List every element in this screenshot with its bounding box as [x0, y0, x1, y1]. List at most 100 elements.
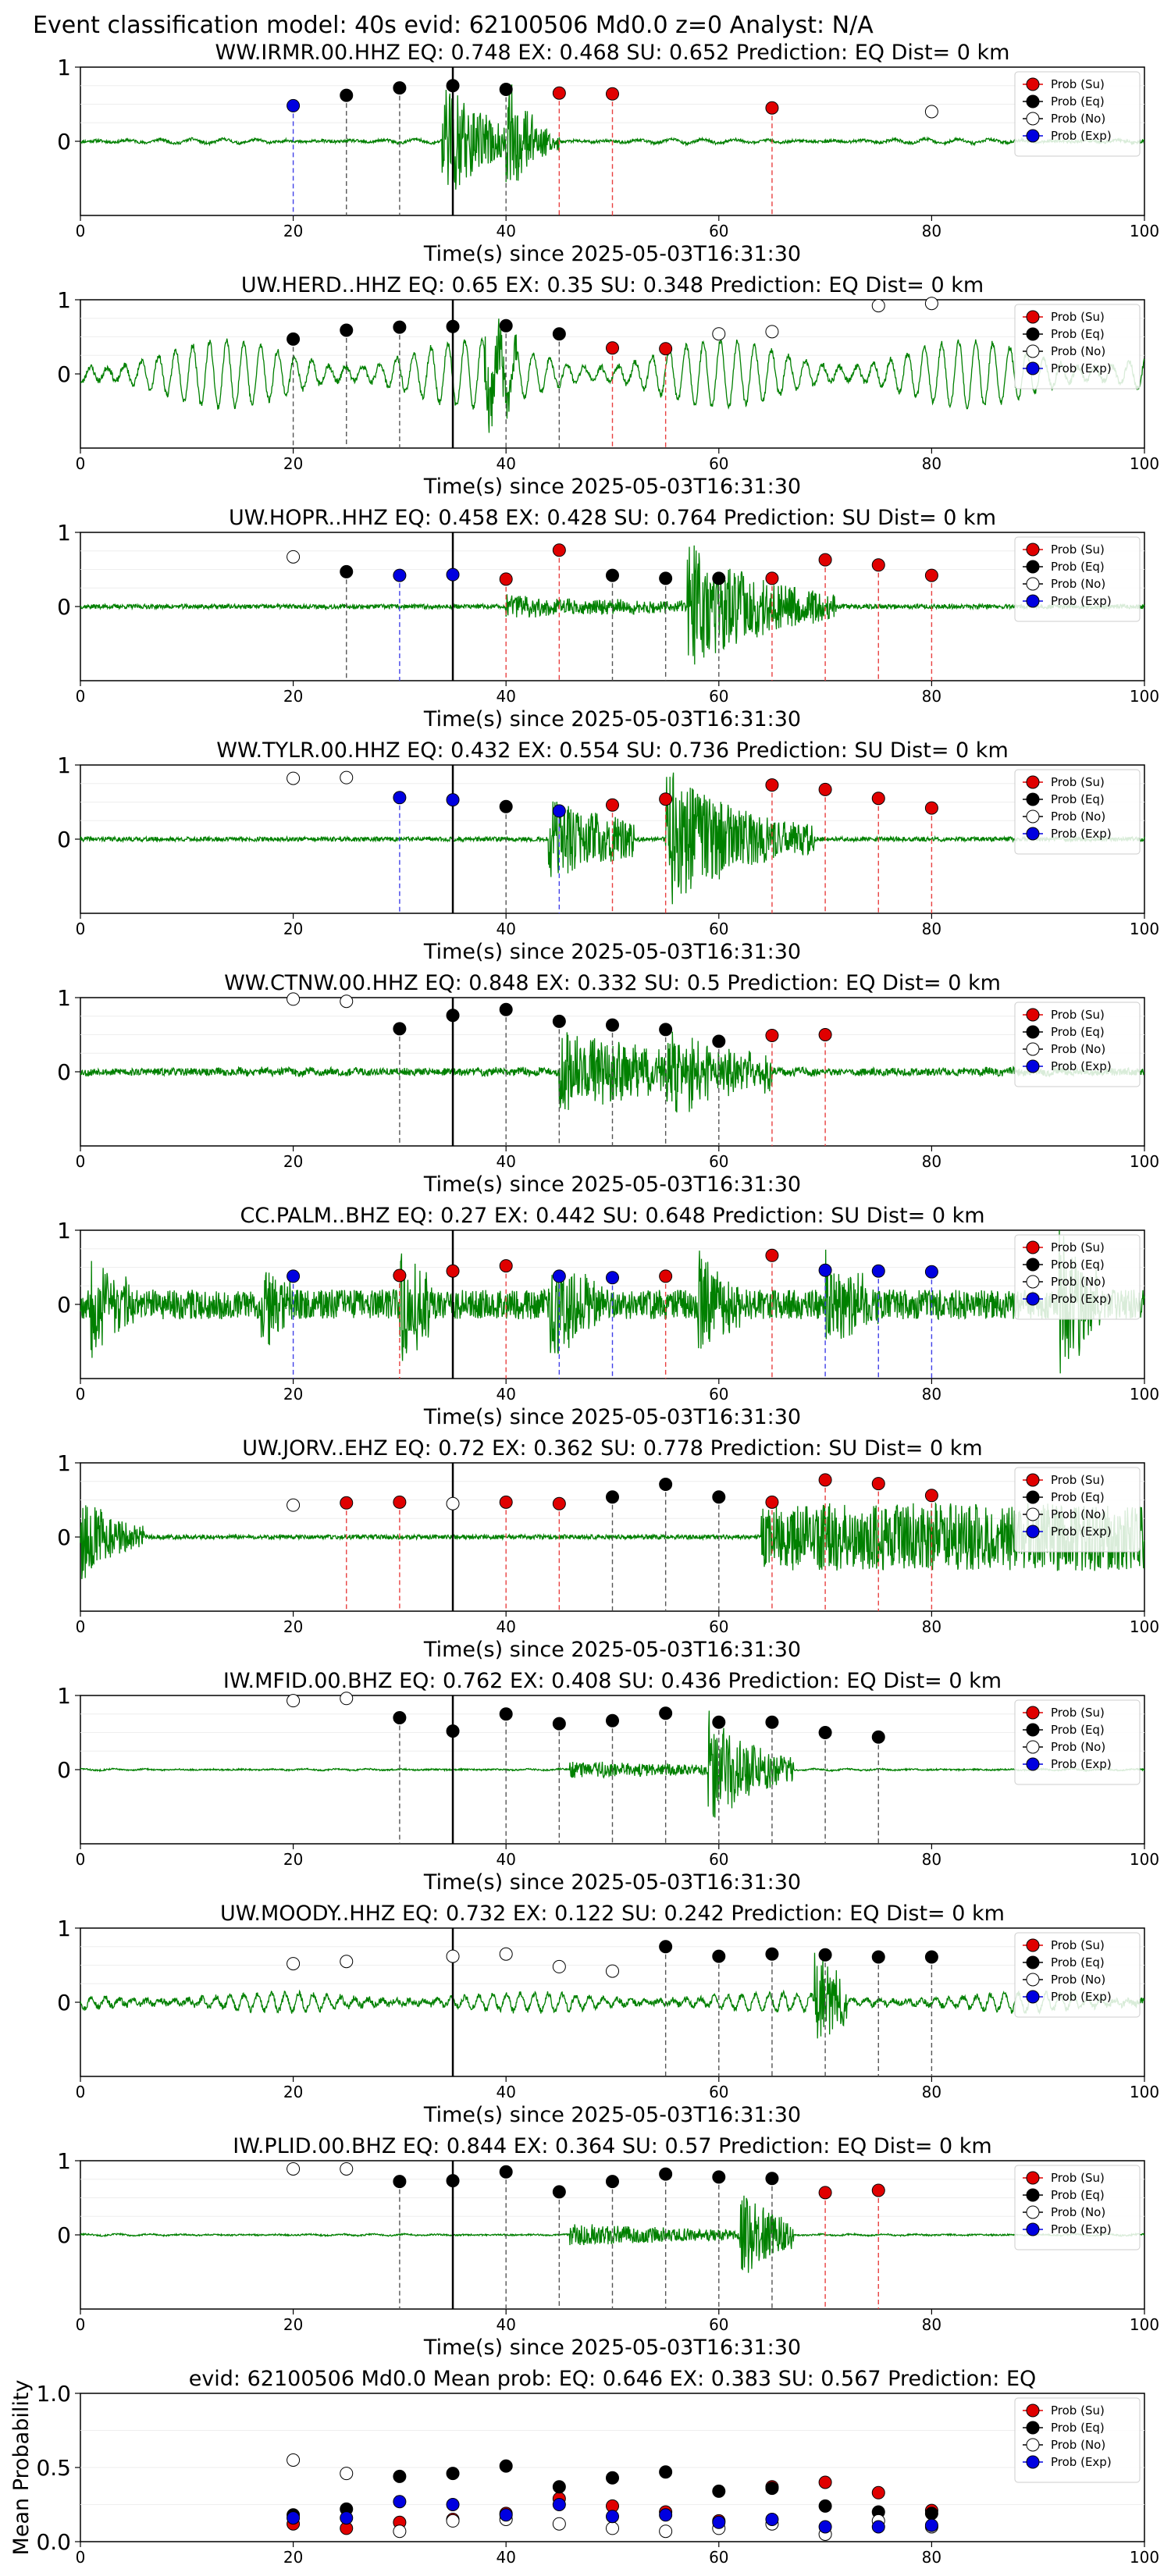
legend-label-eq: Prob (Eq) — [1051, 327, 1105, 341]
prob-marker-eq — [606, 1490, 619, 1504]
mean-prob-point-exp — [924, 2518, 938, 2532]
prob-marker-eq — [552, 2185, 566, 2199]
prob-marker-no — [924, 297, 938, 311]
prob-marker-su — [446, 1264, 460, 1278]
legend-label-exp: Prob (Exp) — [1051, 1525, 1112, 1539]
x-tick-label: 40 — [496, 920, 515, 938]
prob-marker-eq — [606, 1713, 619, 1727]
x-tick-label: 20 — [283, 2315, 303, 2334]
x-tick-label: 40 — [496, 1617, 515, 1636]
x-tick-label: 40 — [496, 1152, 515, 1171]
legend-marker-su — [1026, 1706, 1040, 1720]
x-tick-label: 100 — [1130, 222, 1159, 240]
prob-marker-eq — [606, 1018, 619, 1032]
prob-marker-exp — [393, 568, 407, 582]
legend: Prob (Su) Prob (Eq) Prob (No) Prob (Exp) — [1014, 536, 1141, 622]
x-tick-label: 40 — [496, 222, 515, 240]
legend: Prob (Su) Prob (Eq) Prob (No) Prob (Exp) — [1014, 304, 1141, 390]
x-tick-label: 20 — [283, 222, 303, 240]
y-tick-label: 1 — [57, 1916, 71, 1941]
legend-frame — [1014, 1467, 1141, 1553]
prob-marker-su — [606, 87, 619, 101]
legend-frame — [1014, 1234, 1141, 1320]
panel-title: IW.PLID.00.BHZ EQ: 0.844 EX: 0.364 SU: 0… — [233, 2134, 991, 2158]
legend-label-eq: Prob (Eq) — [1051, 560, 1105, 574]
prob-marker-su — [924, 1489, 938, 1503]
prob-marker-eq — [499, 2165, 513, 2179]
legend: Prob (Su) Prob (Eq) Prob (No) Prob (Exp) — [1014, 1932, 1141, 2018]
prob-marker-eq — [393, 1022, 407, 1036]
station-panel: UW.MOODY..HHZ EQ: 0.732 EX: 0.122 SU: 0.… — [57, 1902, 1159, 2127]
x-tick-label: 40 — [496, 1850, 515, 1869]
panel-title: WW.CTNW.00.HHZ EQ: 0.848 EX: 0.332 SU: 0… — [224, 971, 1001, 995]
prob-marker-su — [552, 1496, 566, 1510]
prob-marker-eq — [659, 571, 673, 585]
legend-marker-exp — [1026, 1059, 1040, 1073]
mean-prob-point-eq — [552, 2480, 566, 2494]
prob-marker-exp — [446, 568, 460, 582]
legend-marker-exp — [1026, 129, 1040, 143]
prob-marker-no — [499, 1947, 513, 1961]
x-tick-label: 0 — [76, 687, 86, 706]
legend-marker-eq — [1026, 2421, 1040, 2435]
legend-label-su: Prob (Su) — [1051, 1240, 1105, 1254]
x-tick-label: 0 — [76, 222, 86, 240]
x-tick-label: 100 — [1130, 2083, 1159, 2101]
legend-marker-no — [1026, 577, 1040, 591]
legend-label-eq: Prob (Eq) — [1051, 1258, 1105, 1272]
legend-marker-no — [1026, 112, 1040, 126]
x-tick-label: 100 — [1130, 1850, 1159, 1869]
legend-marker-eq — [1026, 1025, 1040, 1039]
legend-label-exp: Prob (Exp) — [1051, 827, 1112, 841]
x-tick-label: 60 — [709, 454, 728, 473]
mean-prob-point-no — [393, 2524, 407, 2539]
y-tick-label: 1 — [57, 2148, 71, 2174]
x-tick-label: 60 — [709, 2548, 728, 2567]
x-tick-label: 40 — [496, 2083, 515, 2101]
prob-marker-su — [659, 342, 673, 356]
prob-marker-eq — [712, 1949, 726, 1963]
mean-prob-point-eq — [712, 2484, 726, 2498]
legend-label-no: Prob (No) — [1051, 1507, 1105, 1521]
x-tick-label: 0 — [76, 2083, 86, 2101]
legend-marker-su — [1026, 310, 1040, 324]
prob-marker-su — [765, 778, 779, 792]
x-tick-label: 40 — [496, 2548, 515, 2567]
prob-marker-su — [765, 101, 779, 115]
x-tick-label: 60 — [709, 1617, 728, 1636]
prob-marker-exp — [552, 804, 566, 818]
legend-marker-su — [1026, 2171, 1040, 2185]
mean-prob-point-eq — [924, 2507, 938, 2521]
legend-marker-eq — [1026, 792, 1040, 806]
prob-marker-eq — [818, 1948, 832, 1962]
y-tick-label: 0 — [57, 594, 71, 620]
prob-marker-su — [871, 792, 885, 806]
y-tick-label: 0 — [57, 827, 71, 852]
panel-title: WW.TYLR.00.HHZ EQ: 0.432 EX: 0.554 SU: 0… — [216, 738, 1009, 763]
legend: Prob (Su) Prob (Eq) Prob (No) Prob (Exp) — [1014, 2165, 1141, 2250]
waveform-trace — [80, 772, 1145, 905]
prob-marker-su — [871, 1477, 885, 1491]
prob-marker-eq — [393, 320, 407, 334]
mean-prob-point-exp — [765, 2513, 779, 2526]
legend-label-eq: Prob (Eq) — [1051, 2188, 1105, 2202]
prob-marker-su — [818, 1028, 832, 1041]
y-tick-label: 1 — [57, 520, 71, 546]
prob-marker-eq — [340, 564, 354, 578]
prob-marker-su — [818, 782, 832, 796]
mean-probability-panel: evid: 62100506 Md0.0 Mean prob: EQ: 0.64… — [9, 2367, 1159, 2567]
legend-label-no: Prob (No) — [1051, 1740, 1105, 1754]
prob-marker-no — [287, 992, 301, 1006]
prob-marker-su — [552, 543, 566, 557]
mean-prob-point-no — [446, 2514, 460, 2528]
prob-marker-no — [340, 1692, 354, 1706]
x-tick-label: 80 — [922, 1850, 941, 1869]
legend-label-su: Prob (Su) — [1051, 543, 1105, 557]
prob-marker-eq — [765, 2172, 779, 2186]
legend-label-exp: Prob (Exp) — [1051, 1292, 1112, 1306]
mean-prob-point-no — [340, 2467, 354, 2481]
station-panel: WW.CTNW.00.HHZ EQ: 0.848 EX: 0.332 SU: 0… — [57, 971, 1159, 1197]
panel-title: UW.HERD..HHZ EQ: 0.65 EX: 0.35 SU: 0.348… — [241, 273, 984, 297]
prob-marker-su — [765, 1495, 779, 1509]
prob-marker-su — [818, 1473, 832, 1487]
